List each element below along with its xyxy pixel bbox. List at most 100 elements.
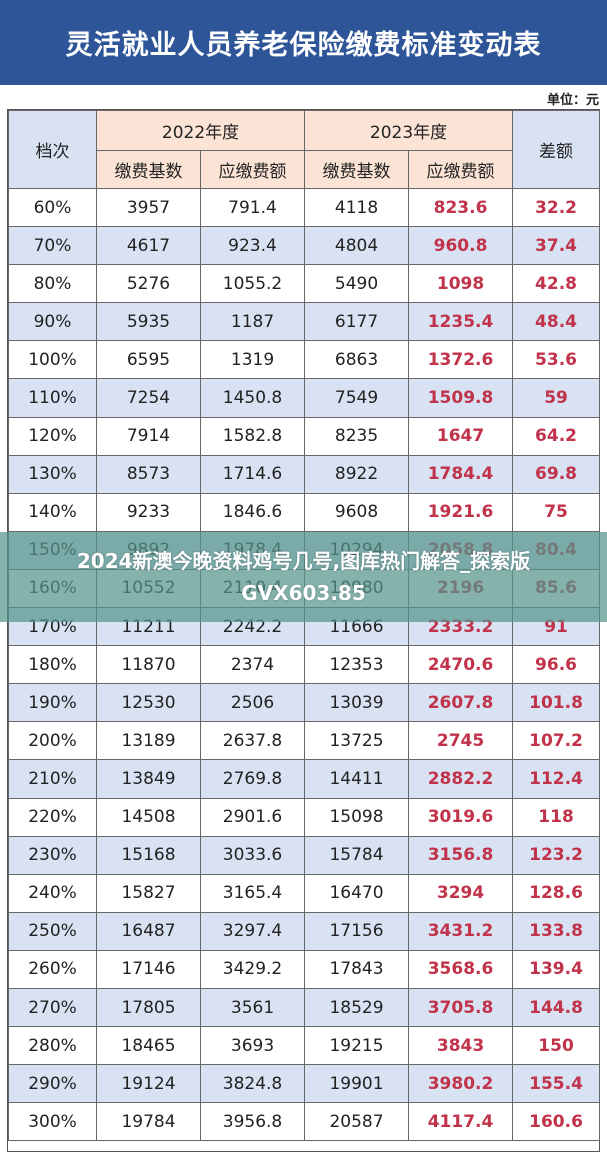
cell-base-2022: 13849 bbox=[96, 759, 201, 799]
table-body: 60% 3957 791.4 4118 823.6 32.2 70% 4617 923.4 480… bbox=[8, 187, 601, 1142]
cell-diff: 53.6 bbox=[512, 340, 601, 380]
cell-tier: 230% bbox=[8, 835, 97, 875]
cell-base-2023: 5490 bbox=[304, 264, 410, 304]
cell-tier: 200% bbox=[8, 721, 97, 761]
cell-due-2023: 3294 bbox=[408, 873, 514, 913]
cell-diff: 150 bbox=[512, 1026, 601, 1066]
cell-base-2022: 19124 bbox=[96, 1064, 201, 1104]
cell-tier: 120% bbox=[8, 416, 97, 456]
cell-due-2023: 3156.8 bbox=[408, 835, 514, 875]
cell-due-2023: 1784.4 bbox=[408, 454, 514, 494]
cell-diff: 48.4 bbox=[512, 302, 601, 342]
table-row: 300% 19784 3956.8 20587 4117.4 160.6 bbox=[8, 1102, 601, 1142]
cell-base-2022: 9233 bbox=[96, 492, 201, 532]
cell-base-2022: 7254 bbox=[96, 378, 201, 418]
table-row: 70% 4617 923.4 4804 960.8 37.4 bbox=[8, 226, 601, 266]
cell-due-2022: 1187 bbox=[199, 302, 306, 342]
cell-due-2022: 2637.8 bbox=[199, 721, 306, 761]
table-row: 200% 13189 2637.8 13725 2745 107.2 bbox=[8, 721, 601, 761]
cell-diff: 101.8 bbox=[512, 683, 601, 723]
table-row: 60% 3957 791.4 4118 823.6 32.2 bbox=[8, 187, 601, 228]
cell-tier: 140% bbox=[8, 492, 97, 532]
cell-tier: 280% bbox=[8, 1026, 97, 1066]
cell-due-2022: 1846.6 bbox=[199, 492, 306, 532]
table-row: 180% 11870 2374 12353 2470.6 96.6 bbox=[8, 645, 601, 685]
cell-tier: 100% bbox=[8, 340, 97, 380]
cell-base-2023: 14411 bbox=[304, 759, 410, 799]
cell-tier: 60% bbox=[8, 187, 97, 228]
table-row: 130% 8573 1714.6 8922 1784.4 69.8 bbox=[8, 454, 601, 494]
cell-base-2022: 14508 bbox=[96, 797, 201, 837]
cell-due-2023: 1235.4 bbox=[408, 302, 514, 342]
cell-due-2022: 2374 bbox=[199, 645, 306, 685]
cell-due-2022: 3693 bbox=[199, 1026, 306, 1066]
cell-base-2022: 12530 bbox=[96, 683, 201, 723]
cell-base-2022: 18465 bbox=[96, 1026, 201, 1066]
cell-base-2023: 19901 bbox=[304, 1064, 410, 1104]
cell-diff: 133.8 bbox=[512, 911, 601, 951]
cell-tier: 270% bbox=[8, 987, 97, 1028]
cell-base-2022: 5935 bbox=[96, 302, 201, 342]
table-row: 270% 17805 3561 18529 3705.8 144.8 bbox=[8, 987, 601, 1028]
cell-due-2023: 4117.4 bbox=[408, 1102, 514, 1142]
unit-label: 单位：元 bbox=[546, 93, 599, 108]
table-row: 280% 18465 3693 19215 3843 150 bbox=[8, 1026, 601, 1066]
cell-base-2023: 13725 bbox=[304, 721, 410, 761]
cell-tier: 190% bbox=[8, 683, 97, 723]
cell-base-2023: 15784 bbox=[304, 835, 410, 875]
cell-tier: 210% bbox=[8, 759, 97, 799]
cell-due-2022: 3561 bbox=[199, 987, 306, 1028]
cell-due-2022: 3824.8 bbox=[199, 1064, 306, 1104]
table-row: 80% 5276 1055.2 5490 1098 42.8 bbox=[8, 264, 601, 304]
cell-diff: 37.4 bbox=[512, 226, 601, 266]
header-year-2023: 2023年度 bbox=[304, 110, 514, 151]
cell-base-2022: 6595 bbox=[96, 340, 201, 380]
cell-due-2022: 791.4 bbox=[199, 187, 306, 228]
cell-base-2023: 18529 bbox=[304, 987, 410, 1028]
cell-diff: 107.2 bbox=[512, 721, 601, 761]
cell-diff: 123.2 bbox=[512, 835, 601, 875]
header-base-2023: 缴费基数 bbox=[304, 150, 410, 189]
cell-base-2022: 15168 bbox=[96, 835, 201, 875]
cell-base-2023: 8922 bbox=[304, 454, 410, 494]
cell-due-2022: 1714.6 bbox=[199, 454, 306, 494]
cell-diff: 96.6 bbox=[512, 645, 601, 685]
cell-base-2023: 12353 bbox=[304, 645, 410, 685]
cell-base-2022: 17146 bbox=[96, 949, 201, 989]
cell-diff: 112.4 bbox=[512, 759, 601, 799]
watermark-banner: 2024新澳今晚资料鸡号几号,图库热门解答_探索版GVX603.85 bbox=[0, 532, 607, 622]
cell-tier: 80% bbox=[8, 264, 97, 304]
cell-due-2022: 1582.8 bbox=[199, 416, 306, 456]
cell-due-2023: 3980.2 bbox=[408, 1064, 514, 1104]
cell-base-2023: 6863 bbox=[304, 340, 410, 380]
table-row: 220% 14508 2901.6 15098 3019.6 118 bbox=[8, 797, 601, 837]
cell-base-2023: 19215 bbox=[304, 1026, 410, 1066]
cell-due-2023: 1647 bbox=[408, 416, 514, 456]
table-row: 240% 15827 3165.4 16470 3294 128.6 bbox=[8, 873, 601, 913]
cell-base-2022: 15827 bbox=[96, 873, 201, 913]
header-due-2023: 应缴费额 bbox=[408, 150, 514, 189]
header-due-2022: 应缴费额 bbox=[199, 150, 306, 189]
header-tier: 档次 bbox=[8, 110, 97, 189]
cell-tier: 260% bbox=[8, 949, 97, 989]
table-row: 260% 17146 3429.2 17843 3568.6 139.4 bbox=[8, 949, 601, 989]
table-row: 190% 12530 2506 13039 2607.8 101.8 bbox=[8, 683, 601, 723]
cell-due-2022: 2769.8 bbox=[199, 759, 306, 799]
cell-base-2022: 11870 bbox=[96, 645, 201, 685]
cell-tier: 240% bbox=[8, 873, 97, 913]
cell-diff: 155.4 bbox=[512, 1064, 601, 1104]
cell-base-2023: 4804 bbox=[304, 226, 410, 266]
cell-due-2022: 923.4 bbox=[199, 226, 306, 266]
table-row: 100% 6595 1319 6863 1372.6 53.6 bbox=[8, 340, 601, 380]
header-row-columns: 缴费基数 应缴费额 缴费基数 应缴费额 bbox=[9, 150, 600, 189]
cell-base-2023: 8235 bbox=[304, 416, 410, 456]
cell-tier: 250% bbox=[8, 911, 97, 951]
cell-tier: 110% bbox=[8, 378, 97, 418]
header-year-2022: 2022年度 bbox=[95, 110, 306, 151]
page-title: 灵活就业人员养老保险缴费标准变动表 bbox=[65, 30, 542, 61]
cell-due-2023: 3431.2 bbox=[408, 911, 514, 951]
cell-due-2023: 3705.8 bbox=[408, 987, 514, 1028]
table-row: 140% 9233 1846.6 9608 1921.6 75 bbox=[8, 492, 601, 532]
cell-due-2022: 3297.4 bbox=[199, 911, 306, 951]
cell-due-2023: 1921.6 bbox=[408, 492, 514, 532]
